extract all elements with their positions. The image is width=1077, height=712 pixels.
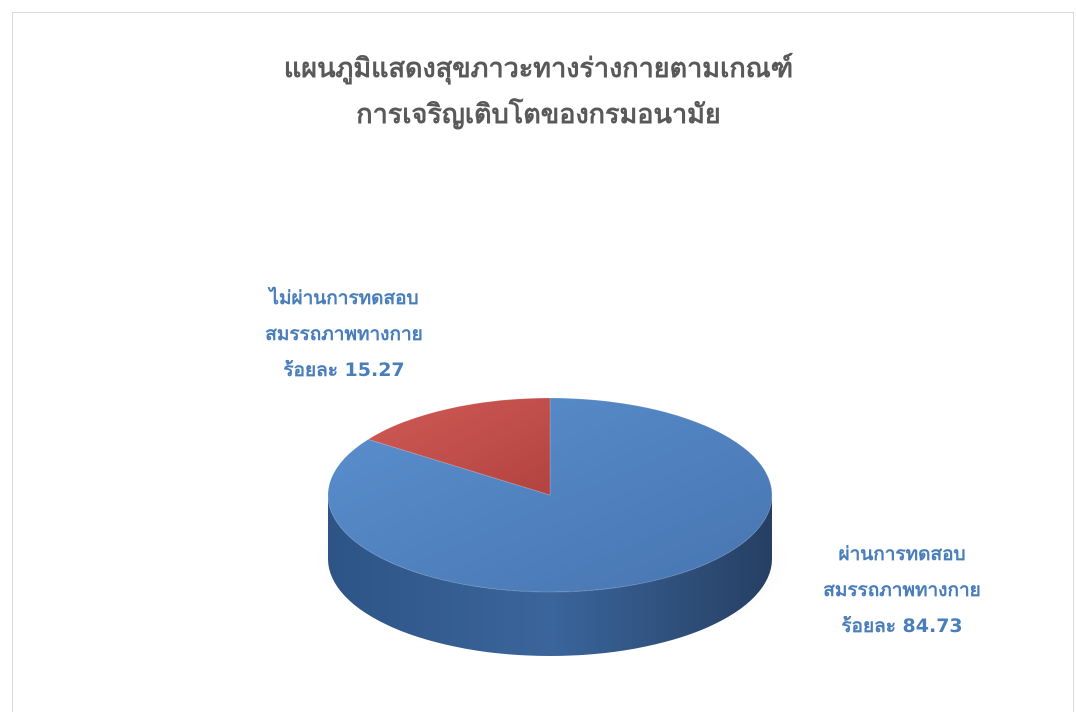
pass-label-line-2: สมรรถภาพทางกาย bbox=[823, 579, 981, 601]
chart-title: แผนภูมิแสดงสุขภาวะทางร่างกายตามเกณฑ์ การ… bbox=[0, 46, 1077, 138]
fail-label-line-3: ร้อยละ 15.27 bbox=[283, 359, 405, 381]
fail-label-line-2: สมรรถภาพทางกาย bbox=[265, 323, 423, 345]
fail-label-line-1: ไม่ผ่านการทดสอบ bbox=[269, 287, 419, 309]
pie-slice-pass bbox=[327, 397, 773, 593]
chart-title-line-2: การเจริญเติบโตของกรมอนามัย bbox=[356, 99, 721, 130]
pie-slice-fail bbox=[367, 397, 551, 496]
pass-label-line-1: ผ่านการทดสอบ bbox=[838, 543, 966, 565]
data-label-pass: ผ่านการทดสอบ สมรรถภาพทางกาย ร้อยละ 84.73 bbox=[790, 536, 1014, 644]
pass-label-line-3: ร้อยละ 84.73 bbox=[841, 615, 963, 637]
data-label-fail: ไม่ผ่านการทดสอบ สมรรถภาพทางกาย ร้อยละ 15… bbox=[228, 280, 460, 388]
chart-title-line-1: แผนภูมิแสดงสุขภาวะทางร่างกายตามเกณฑ์ bbox=[283, 53, 794, 84]
pie-side-depth bbox=[328, 495, 772, 656]
